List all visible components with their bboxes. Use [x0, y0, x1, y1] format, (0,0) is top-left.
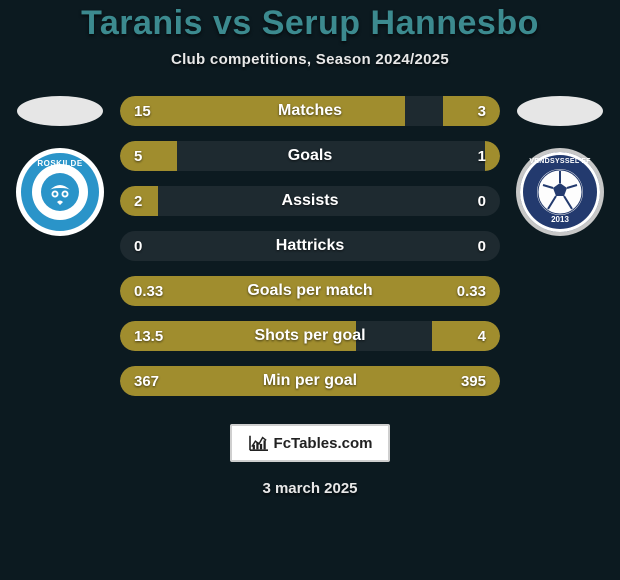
bar-fill-right	[432, 321, 500, 351]
shadow-ellipse-left	[17, 96, 103, 126]
bar-fill-right	[485, 141, 500, 171]
ball-icon	[537, 169, 583, 215]
bar-value-right: 1	[478, 148, 486, 165]
bar-value-right: 0.33	[457, 283, 486, 300]
brand-badge: FcTables.com	[230, 424, 390, 462]
footer-date: 3 march 2025	[0, 480, 620, 497]
bar-label: Matches	[278, 102, 342, 120]
crest-right-year: 2013	[551, 215, 569, 224]
stat-bars: 15 Matches 3 5 Goals 1 2 Assists 0 0 Hattricks 0 0.3…	[120, 96, 500, 396]
bar-value-left: 13.5	[134, 328, 163, 345]
comparison-card: Taranis vs Serup Hannesbo Club competiti…	[0, 0, 620, 580]
stat-bar: 15 Matches 3	[120, 96, 500, 126]
crest-left-inner	[32, 164, 88, 220]
bird-icon	[40, 172, 80, 212]
bar-fill-right	[443, 96, 500, 126]
stat-bar: 367 Min per goal 395	[120, 366, 500, 396]
bar-value-left: 0	[134, 238, 142, 255]
bar-value-right: 3	[478, 103, 486, 120]
main-columns: ROSKILDE 15 Matches 3 5 Goals 1 2 Assists 0 0 Hatt…	[0, 96, 620, 396]
bar-label: Goals per match	[247, 282, 372, 300]
bar-value-left: 5	[134, 148, 142, 165]
bar-value-right: 0	[478, 193, 486, 210]
bar-fill-left	[120, 96, 405, 126]
bar-fill-left	[120, 141, 177, 171]
bar-label: Hattricks	[276, 237, 344, 255]
right-side: VENDSYSSEL FF 2013	[510, 96, 610, 236]
bar-value-right: 4	[478, 328, 486, 345]
bar-value-right: 395	[461, 373, 486, 390]
bar-label: Assists	[282, 192, 339, 210]
bar-value-right: 0	[478, 238, 486, 255]
stat-bar: 5 Goals 1	[120, 141, 500, 171]
crest-right: VENDSYSSEL FF 2013	[516, 148, 604, 236]
subtitle: Club competitions, Season 2024/2025	[0, 51, 620, 68]
bar-label: Goals	[288, 147, 332, 165]
stat-bar: 2 Assists 0	[120, 186, 500, 216]
stat-bar: 0.33 Goals per match 0.33	[120, 276, 500, 306]
page-title: Taranis vs Serup Hannesbo	[0, 4, 620, 43]
crest-left: ROSKILDE	[16, 148, 104, 236]
bar-value-left: 15	[134, 103, 151, 120]
stat-bar: 0 Hattricks 0	[120, 231, 500, 261]
bar-value-left: 367	[134, 373, 159, 390]
bar-label: Shots per goal	[254, 327, 365, 345]
left-side: ROSKILDE	[10, 96, 110, 236]
bar-value-left: 0.33	[134, 283, 163, 300]
bar-label: Min per goal	[263, 372, 357, 390]
crest-left-label: ROSKILDE	[37, 159, 82, 168]
bar-value-left: 2	[134, 193, 142, 210]
chart-icon	[248, 434, 270, 452]
shadow-ellipse-right	[517, 96, 603, 126]
brand-text: FcTables.com	[274, 435, 373, 452]
stat-bar: 13.5 Shots per goal 4	[120, 321, 500, 351]
crest-right-label: VENDSYSSEL FF	[529, 158, 590, 165]
